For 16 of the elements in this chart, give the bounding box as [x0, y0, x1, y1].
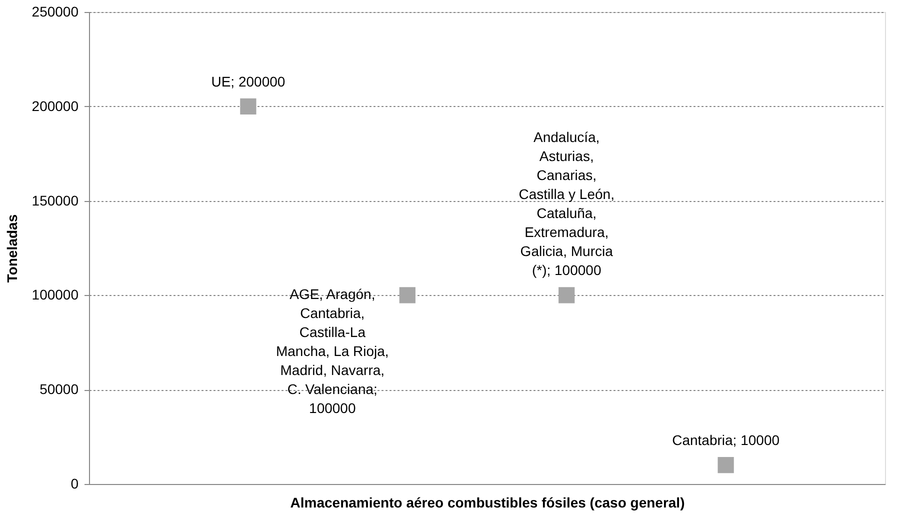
- y-tick-label: 50000: [40, 381, 79, 398]
- data-label: UE; 200000: [211, 73, 286, 90]
- x-axis-title: Almacenamiento aéreo combustibles fósiles (caso general): [290, 494, 685, 510]
- data-label: Andalucía, Asturias, Canarias, Castilla y León, Cataluña, Extremadura, Galicia, Murcia (*); 100000: [518, 129, 614, 278]
- y-axis-title: Toneladas: [4, 214, 20, 283]
- data-label: Cantabria; 10000: [672, 432, 780, 448]
- point: [558, 287, 575, 304]
- point: [240, 98, 256, 114]
- y-tick-label: 0: [70, 476, 79, 492]
- data-label: AGE, Aragón, Cantabria, Castilla-La Mancha, La Rioja, Madrid, Navarra, C. Valenciana; 100000: [276, 286, 389, 416]
- y-tick-label: 100000: [32, 286, 79, 303]
- y-tick-label: 150000: [32, 192, 79, 208]
- point: [718, 457, 734, 474]
- y-tick-label: 250000: [32, 4, 79, 20]
- point: [399, 287, 416, 304]
- y-tick-label: 200000: [32, 98, 79, 114]
